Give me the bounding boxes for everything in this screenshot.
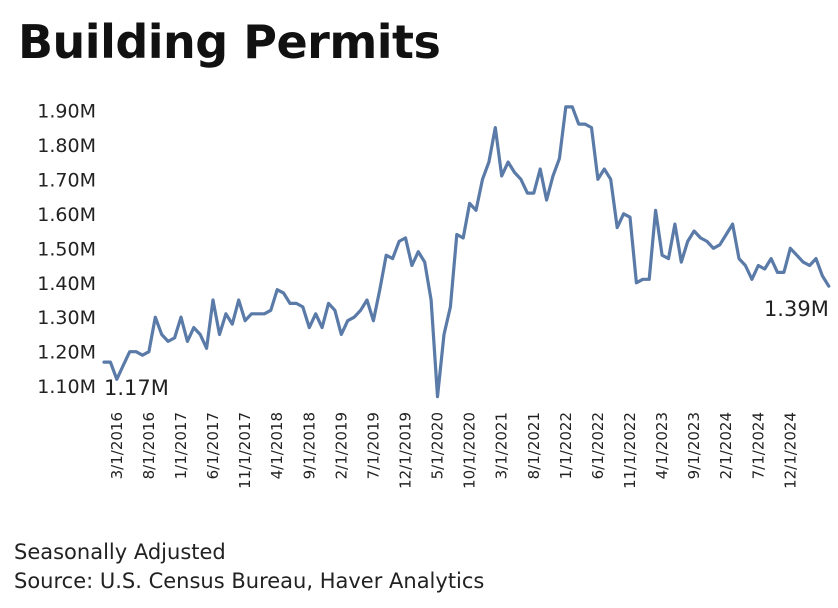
x-tick-label: 2/1/2019 — [332, 412, 350, 479]
series-line — [102, 105, 831, 399]
y-tick-label: 1.10M — [37, 376, 96, 398]
x-tick-label: 4/1/2018 — [268, 412, 286, 479]
x-axis: 3/1/2016 8/1/2016 1/1/2017 6/1/2017 11/1/201… — [108, 412, 800, 489]
seasonal-note: Seasonally Adjusted — [14, 540, 226, 564]
x-tick-label: 11/1/2022 — [621, 412, 639, 489]
x-tick-label: 1/1/2017 — [172, 412, 190, 479]
y-tick-label: 1.70M — [37, 169, 96, 191]
x-tick-label: 6/1/2022 — [589, 412, 607, 479]
x-tick-label: 2/1/2024 — [717, 412, 735, 479]
x-tick-label: 5/1/2020 — [429, 412, 447, 479]
first-value-label: 1.17M — [104, 376, 169, 400]
y-tick-label: 1.40M — [37, 273, 96, 295]
line-chart: 1.10M 1.20M 1.30M 1.40M 1.50M 1.60M 1.70M 1.80M… — [37, 100, 831, 489]
x-tick-label: 3/1/2016 — [108, 412, 126, 479]
data-labels: 1.17M 1.39M — [104, 297, 829, 400]
x-tick-label: 9/1/2023 — [685, 412, 703, 479]
y-axis: 1.10M 1.20M 1.30M 1.40M 1.50M 1.60M 1.70M 1.80M… — [37, 100, 96, 398]
series-group — [102, 105, 831, 399]
y-tick-label: 1.90M — [37, 100, 96, 122]
y-tick-label: 1.80M — [37, 135, 96, 157]
x-tick-label: 7/1/2019 — [364, 412, 382, 479]
x-tick-label: 8/1/2021 — [525, 412, 543, 479]
x-tick-label: 10/1/2020 — [461, 412, 479, 489]
source-note: Source: U.S. Census Bureau, Haver Analyt… — [14, 569, 485, 593]
x-tick-label: 7/1/2024 — [749, 412, 767, 479]
x-tick-label: 11/1/2017 — [236, 412, 254, 489]
x-tick-label: 12/1/2019 — [396, 412, 414, 489]
y-tick-label: 1.50M — [37, 238, 96, 260]
x-tick-label: 8/1/2016 — [140, 412, 158, 479]
chart-title: Building Permits — [18, 15, 441, 69]
x-tick-label: 6/1/2017 — [204, 412, 222, 479]
last-value-label: 1.39M — [764, 297, 829, 321]
x-tick-label: 9/1/2018 — [300, 412, 318, 479]
y-tick-label: 1.30M — [37, 307, 96, 329]
x-tick-label: 4/1/2023 — [653, 412, 671, 479]
y-tick-label: 1.20M — [37, 342, 96, 364]
x-tick-label: 1/1/2022 — [557, 412, 575, 479]
x-tick-label: 12/1/2024 — [781, 412, 799, 489]
x-tick-label: 3/1/2021 — [493, 412, 511, 479]
y-tick-label: 1.60M — [37, 204, 96, 226]
